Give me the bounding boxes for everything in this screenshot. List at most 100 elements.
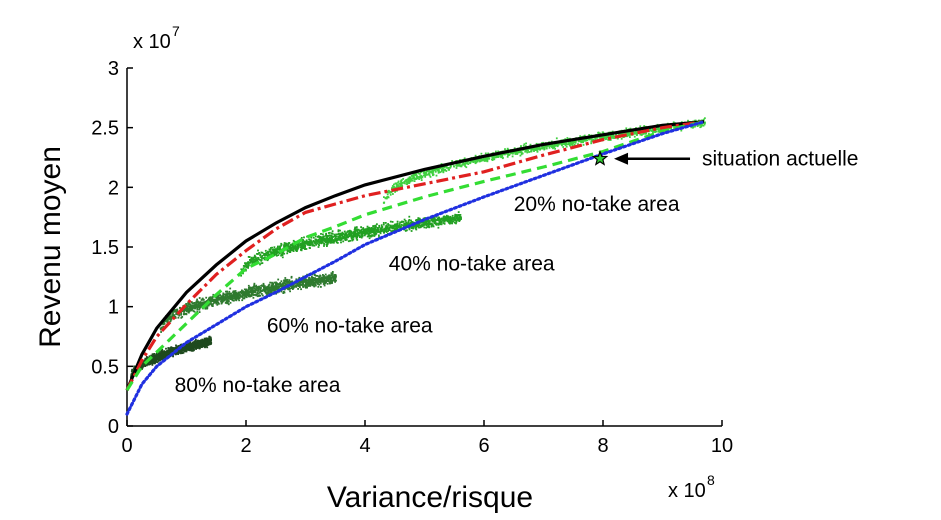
scatter-point: [259, 294, 262, 297]
scatter-point: [300, 284, 303, 286]
scatter-point: [580, 141, 582, 143]
scatter-point: [327, 240, 330, 242]
scatter-point: [391, 187, 394, 190]
scatter-point: [295, 248, 298, 250]
scatter-point: [371, 227, 374, 230]
scatter-point: [317, 246, 320, 248]
scatter-point: [334, 276, 337, 279]
scatter-point: [303, 278, 306, 281]
scatter-point: [266, 254, 269, 257]
scatter-point: [303, 242, 306, 245]
scatter-point: [266, 259, 269, 262]
scatter-point: [164, 319, 167, 322]
scatter-point: [255, 288, 258, 290]
scatter-point: [349, 239, 352, 242]
scatter-point: [366, 225, 369, 228]
scatter-point: [302, 247, 305, 250]
scatter-point: [324, 238, 327, 241]
scatter-point: [331, 276, 333, 279]
scatter-point: [318, 276, 320, 278]
scatter-point: [703, 123, 706, 126]
scatter-point: [224, 294, 227, 297]
scatter-point: [319, 240, 322, 243]
scatter-point: [197, 344, 200, 347]
scatter-point: [198, 311, 201, 313]
scatter-point: [344, 232, 347, 235]
scatter-point: [258, 286, 261, 289]
scatter-point: [131, 368, 133, 371]
scatter-point: [307, 285, 310, 287]
scatter-point: [257, 253, 259, 255]
scatter-point: [199, 306, 202, 309]
scatter-point: [272, 282, 274, 285]
scatter-point: [267, 251, 270, 254]
scatter-point: [314, 241, 317, 244]
scatter-point: [318, 280, 321, 283]
scatter-point: [428, 222, 431, 224]
scatter-point: [240, 274, 242, 277]
scatter-point: [359, 230, 362, 232]
scatter-point: [255, 257, 257, 260]
scatter-point: [410, 226, 413, 229]
scatter-point: [156, 356, 159, 359]
scatter-point: [268, 248, 271, 251]
scatter-point: [172, 350, 175, 352]
scatter-point: [268, 250, 271, 253]
scatter-point: [535, 142, 538, 145]
scatter-point: [424, 223, 426, 226]
scatter-point: [264, 286, 267, 289]
scatter-point: [175, 346, 178, 349]
scatter-point: [258, 252, 260, 254]
scatter-point: [440, 170, 443, 173]
scatter-point: [652, 131, 654, 134]
scatter-point: [280, 284, 282, 287]
scatter-point: [349, 230, 352, 233]
scatter-point: [142, 364, 145, 367]
scatter-point: [657, 130, 660, 133]
scatter-point: [281, 251, 284, 254]
scatter-point: [245, 266, 248, 268]
scatter-point: [233, 290, 236, 293]
scatter-point: [317, 279, 319, 281]
scatter-point: [216, 295, 219, 298]
scatter-point: [203, 341, 205, 344]
scatter-point: [192, 341, 195, 344]
scatter-point: [442, 219, 445, 222]
scatter-point: [295, 247, 298, 249]
scatter-point: [257, 249, 259, 252]
scatter-point: [271, 249, 274, 251]
scatter-point: [259, 287, 262, 290]
scatter-point: [319, 279, 322, 282]
scatter-point: [279, 248, 282, 251]
scatter-point: [304, 283, 307, 285]
scatter-point: [368, 231, 371, 234]
scatter-point: [328, 281, 331, 284]
scatter-point: [396, 220, 399, 223]
scatter-point: [398, 224, 401, 227]
scatter-point: [179, 307, 181, 309]
scatter-point: [331, 279, 333, 282]
scatter-point: [374, 224, 377, 227]
scatter-point: [192, 302, 195, 304]
x-tick-label: 4: [359, 435, 370, 457]
scatter-point: [360, 236, 363, 239]
scatter-point: [261, 294, 264, 297]
scatter-point: [306, 273, 308, 276]
scatter-point: [319, 281, 322, 284]
scatter-point: [337, 230, 340, 233]
scatter-point: [302, 286, 304, 288]
scatter-point: [372, 225, 374, 227]
scatter-point: [255, 289, 257, 292]
scatter-point: [345, 236, 348, 239]
scatter-point: [161, 322, 164, 325]
scatter-point: [292, 249, 294, 252]
scatter-point: [265, 251, 268, 254]
scatter-point: [454, 215, 457, 218]
scatter-point: [314, 280, 317, 283]
scatter-point: [191, 347, 194, 350]
scatter-point: [284, 279, 287, 282]
scatter-point: [261, 256, 263, 258]
scatter-point: [341, 237, 344, 240]
scatter-point: [432, 225, 435, 228]
scatter-point: [361, 233, 363, 235]
